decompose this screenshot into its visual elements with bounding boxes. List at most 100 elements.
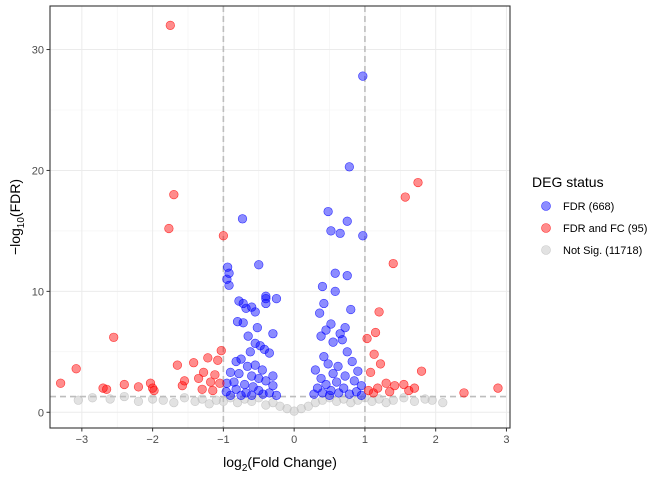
data-point-not-sig bbox=[438, 398, 448, 408]
y-axis-title-rest: (FDR) bbox=[7, 179, 23, 217]
data-point-fdr bbox=[225, 367, 236, 377]
data-point-fdr bbox=[323, 359, 333, 369]
data-point-fdr bbox=[342, 216, 352, 226]
data-point-fdr bbox=[358, 71, 368, 81]
data-point-not-sig bbox=[105, 394, 115, 404]
data-point-fdr bbox=[229, 377, 239, 387]
data-point-fdr bbox=[232, 316, 243, 327]
data-point-fdr-and-fc bbox=[369, 349, 379, 359]
data-point-fdr bbox=[326, 226, 336, 236]
data-point-fdr-and-fc bbox=[194, 373, 204, 384]
data-point-fdr-and-fc bbox=[206, 377, 216, 387]
x-tick-label: 0 bbox=[291, 434, 297, 446]
data-point-not-sig bbox=[289, 406, 299, 416]
data-point-fdr bbox=[231, 356, 241, 367]
x-tick-label: 1 bbox=[362, 434, 368, 446]
data-point-fdr bbox=[351, 387, 362, 397]
data-point-not-sig bbox=[317, 395, 328, 405]
data-point-fdr-and-fc bbox=[177, 381, 187, 391]
data-point-fdr bbox=[224, 268, 234, 278]
data-point-fdr bbox=[271, 294, 282, 304]
x-tick-label: 3 bbox=[503, 434, 509, 446]
data-point-fdr bbox=[243, 331, 253, 341]
data-point-fdr-and-fc bbox=[400, 192, 410, 202]
legend-key-fdr-and-fc bbox=[541, 223, 551, 233]
data-point-not-sig bbox=[197, 394, 207, 404]
data-point-fdr bbox=[236, 390, 246, 400]
data-point-fdr bbox=[250, 338, 260, 348]
y-tick-label: 0 bbox=[38, 407, 44, 419]
data-point-fdr-and-fc bbox=[388, 258, 398, 269]
data-point-fdr bbox=[321, 379, 331, 390]
data-point-not-sig bbox=[179, 393, 190, 403]
data-point-fdr-and-fc bbox=[374, 307, 384, 317]
data-point-fdr bbox=[332, 377, 342, 387]
data-point-fdr-and-fc bbox=[413, 177, 423, 188]
data-point-not-sig bbox=[332, 396, 342, 406]
data-point-not-sig bbox=[381, 398, 391, 408]
x-axis-title-subscript: 2 bbox=[242, 463, 248, 474]
data-point-fdr bbox=[340, 371, 350, 381]
threshold-lines bbox=[50, 6, 510, 428]
y-tick-label: 20 bbox=[32, 165, 44, 177]
x-tick-label: −3 bbox=[76, 434, 89, 446]
y-axis-title-prefix: −log bbox=[7, 228, 23, 255]
data-point-not-sig bbox=[420, 394, 430, 404]
data-point-not-sig bbox=[296, 404, 306, 414]
x-tick-label: 2 bbox=[433, 434, 439, 446]
data-point-not-sig bbox=[148, 394, 158, 404]
data-point-not-sig bbox=[399, 393, 409, 403]
y-axis-title-subscript: 10 bbox=[16, 217, 27, 229]
data-point-not-sig bbox=[133, 396, 144, 406]
data-point-fdr-and-fc bbox=[56, 378, 66, 388]
data-point-not-sig bbox=[169, 398, 179, 408]
data-point-fdr bbox=[342, 347, 352, 357]
data-point-fdr bbox=[250, 307, 260, 317]
data-point-fdr bbox=[238, 318, 248, 328]
data-point-fdr bbox=[337, 335, 347, 345]
data-point-not-sig bbox=[282, 404, 292, 414]
data-point-fdr-and-fc bbox=[109, 332, 119, 342]
data-point-fdr bbox=[234, 296, 244, 306]
data-point-fdr-and-fc bbox=[197, 384, 207, 394]
data-point-fdr-and-fc bbox=[149, 385, 159, 396]
legend-key-fdr bbox=[541, 201, 551, 211]
data-point-not-sig bbox=[119, 391, 129, 402]
data-point-fdr bbox=[316, 331, 326, 341]
data-point-fdr-and-fc bbox=[98, 383, 108, 393]
data-point-fdr bbox=[223, 262, 233, 272]
data-point-fdr-and-fc bbox=[164, 223, 174, 234]
data-point-fdr-and-fc bbox=[370, 327, 381, 338]
data-point-fdr bbox=[271, 390, 282, 400]
data-point-fdr-and-fc bbox=[208, 385, 218, 396]
data-point-fdr-and-fc bbox=[133, 382, 144, 392]
data-points bbox=[56, 20, 503, 416]
data-point-fdr-and-fc bbox=[71, 364, 81, 374]
data-point-fdr-and-fc bbox=[368, 388, 379, 398]
data-point-fdr bbox=[268, 381, 278, 391]
data-point-fdr bbox=[317, 281, 328, 292]
data-point-fdr-and-fc bbox=[218, 231, 228, 241]
data-point-fdr bbox=[319, 298, 329, 309]
data-point-fdr bbox=[242, 361, 253, 371]
legend-label-fdr: FDR (668) bbox=[563, 201, 614, 213]
x-axis-title-base: log bbox=[223, 454, 242, 470]
data-point-fdr bbox=[222, 274, 232, 284]
data-point-fdr-and-fc bbox=[362, 333, 372, 344]
data-point-fdr bbox=[236, 354, 246, 364]
legend-title: DEG status bbox=[532, 174, 604, 190]
data-point-fdr bbox=[261, 294, 271, 304]
data-point-fdr-and-fc bbox=[169, 190, 179, 200]
data-point-fdr bbox=[240, 379, 250, 390]
data-point-fdr bbox=[330, 268, 340, 278]
panel-background bbox=[50, 6, 510, 428]
data-point-fdr bbox=[257, 365, 267, 375]
data-point-fdr bbox=[328, 368, 338, 379]
data-point-fdr bbox=[309, 389, 319, 399]
data-point-fdr bbox=[339, 383, 349, 393]
data-point-not-sig bbox=[409, 396, 420, 406]
data-point-fdr-and-fc bbox=[198, 367, 209, 377]
data-point-fdr bbox=[254, 260, 264, 270]
data-point-fdr bbox=[234, 368, 244, 379]
data-point-fdr-and-fc bbox=[381, 378, 391, 388]
